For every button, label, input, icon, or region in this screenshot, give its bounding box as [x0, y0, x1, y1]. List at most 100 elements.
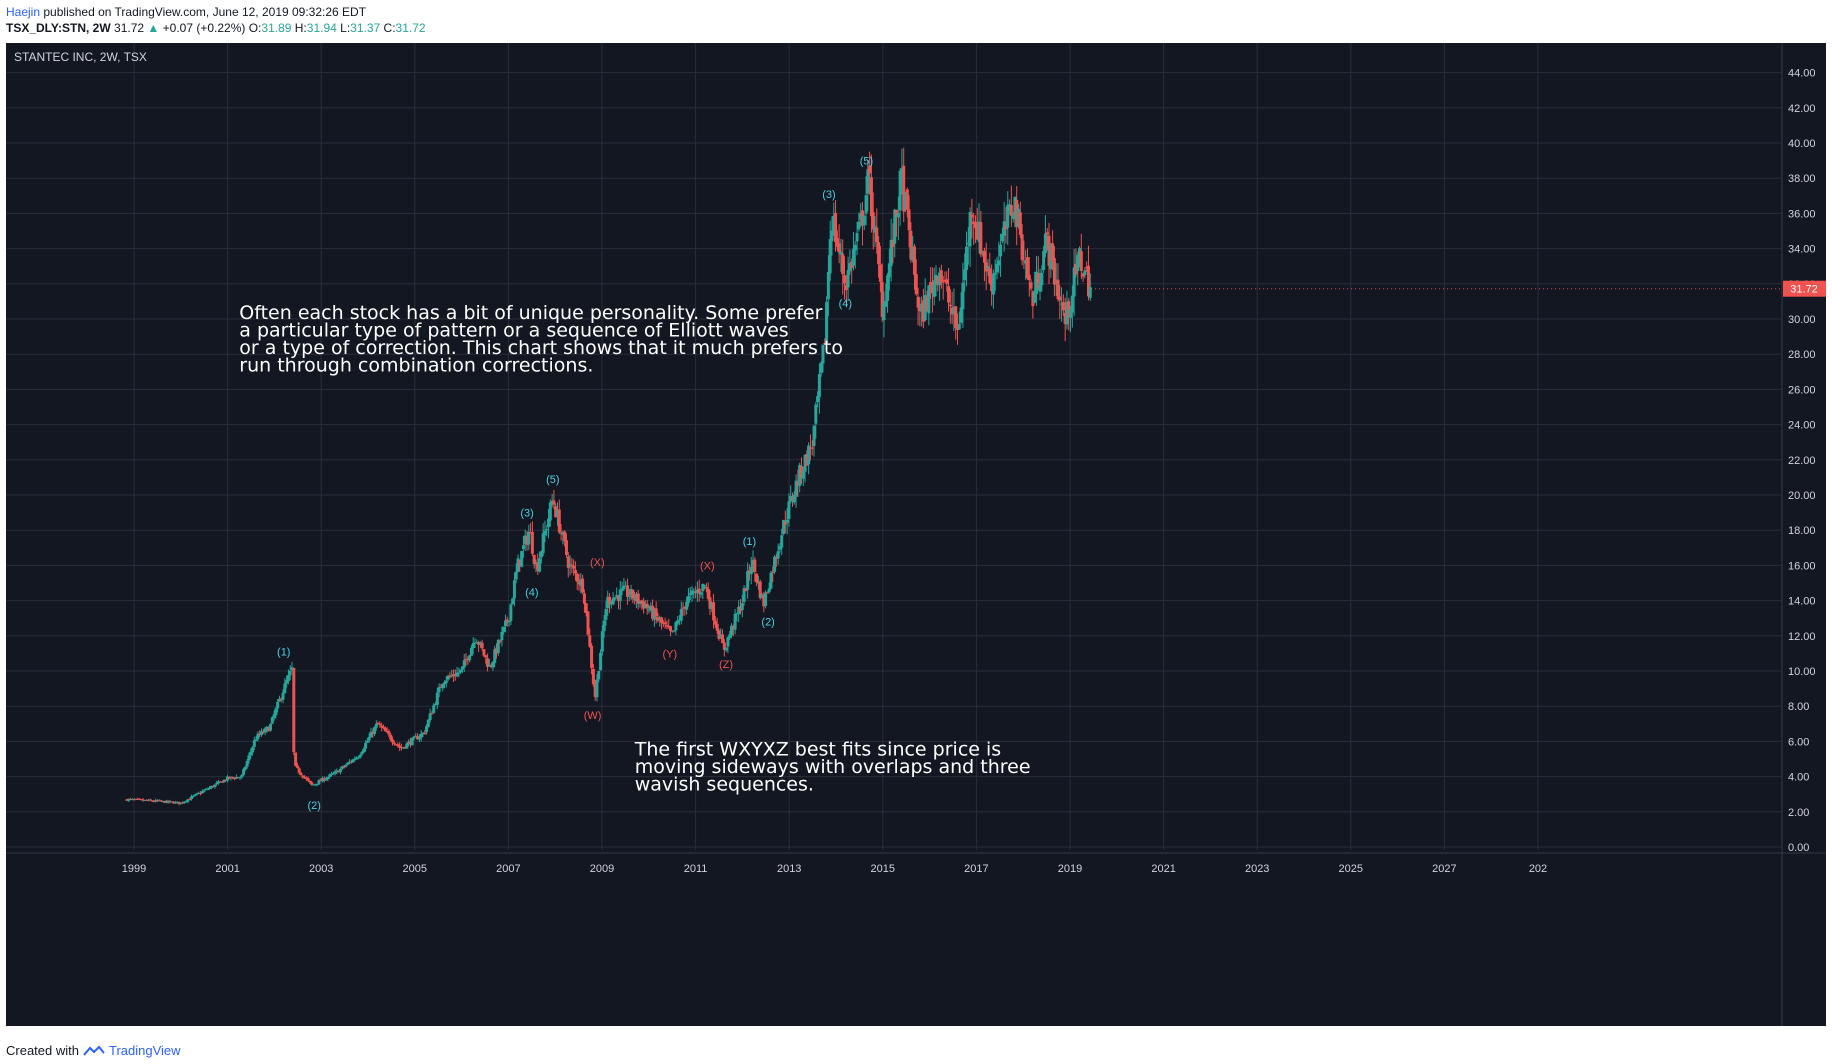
candle-body [954, 306, 958, 328]
candle-body [344, 765, 348, 767]
candle-body [191, 795, 195, 797]
candle-body [1056, 279, 1060, 300]
candle-body [351, 759, 355, 763]
candle-body [405, 743, 409, 749]
candle-body [835, 238, 839, 247]
candle-body [539, 551, 543, 558]
candle-body [425, 726, 429, 733]
candle-body [1043, 233, 1047, 254]
candle-body [457, 672, 461, 674]
candle-body [181, 802, 185, 804]
candle-body [853, 244, 857, 251]
wave-labels: (1) (2) (3) (4) (5) (X) (W) (Y) (X) (Z) (1) (2) (3) (… [277, 156, 873, 812]
candle-body [1070, 295, 1074, 313]
candle-body [251, 747, 255, 753]
candle-body [722, 642, 726, 650]
candle-body [633, 599, 637, 601]
candle-body [1079, 251, 1083, 271]
candle-body [923, 295, 927, 321]
candle-body [521, 545, 525, 550]
candle-body [1045, 232, 1049, 235]
candle-body [604, 609, 608, 620]
candle-body [408, 741, 412, 745]
candle-body [500, 631, 504, 641]
candle-body [541, 533, 545, 554]
candle-body [751, 560, 755, 569]
candle-body [880, 281, 884, 318]
candle-body [584, 603, 588, 614]
candle-body [290, 667, 294, 670]
candle-body [886, 275, 890, 302]
candle-body [283, 683, 287, 694]
candle-body [356, 757, 360, 759]
candle-body [697, 588, 701, 594]
candle-body [450, 675, 454, 677]
candle-body [202, 790, 206, 792]
candle-body [651, 605, 655, 619]
candle-body [780, 535, 784, 548]
time-axis[interactable]: 1999 2001 2003 2005 2007 2009 2011 2013 2015 2017… [6, 852, 1826, 875]
candle-body [238, 777, 242, 779]
wave-label: (Y) [663, 648, 678, 660]
author-link[interactable]: Haejin [6, 5, 41, 19]
candle-body [1078, 248, 1082, 256]
candle-body [286, 675, 290, 682]
candle-body [656, 617, 660, 621]
candle-body [606, 596, 610, 609]
candle-body [193, 794, 197, 796]
candle-body [986, 266, 990, 269]
candle-body [850, 261, 854, 268]
y-tick-label: 44.00 [1788, 68, 1816, 80]
x-tick-label: 2025 [1339, 863, 1363, 875]
candle-body [710, 602, 714, 610]
candle-body [276, 701, 280, 709]
candle-body [412, 736, 416, 739]
x-tick-label: 2013 [777, 863, 801, 875]
candle-body [823, 343, 827, 345]
candle-body [848, 263, 852, 272]
tradingview-link[interactable]: TradingView [108, 1043, 181, 1058]
candle-body [428, 713, 432, 720]
candle-body [326, 777, 330, 780]
candle-body [358, 754, 362, 758]
price-chart[interactable]: Often each stock has a bit of unique per… [0, 40, 1832, 1030]
candle-body [464, 659, 468, 661]
candle-body [1058, 296, 1062, 301]
candle-body [973, 221, 977, 229]
chart-note-line: run through combination corrections. [239, 355, 593, 377]
candle-body [997, 260, 1001, 266]
candle-body [825, 301, 829, 344]
candle-body [740, 603, 744, 610]
candle-body [966, 242, 970, 245]
candle-body [1054, 281, 1058, 283]
candle-body [611, 598, 615, 605]
candle-body [704, 586, 708, 589]
candle-body [306, 778, 310, 781]
candle-body [652, 609, 656, 620]
candle-body [556, 510, 560, 517]
candle-body [575, 573, 579, 582]
candle-body [914, 273, 918, 295]
candle-body [378, 724, 382, 726]
candle-body [184, 801, 188, 803]
candle-body [1085, 267, 1089, 269]
wave-label: (3) [822, 189, 835, 201]
candle-body [733, 613, 737, 630]
candle-body [572, 565, 576, 569]
candle-body [676, 620, 680, 624]
candle-body [909, 230, 913, 260]
candle-body [817, 374, 821, 398]
price-axis[interactable]: 0.00 2.00 4.00 6.00 8.00 10.00 12.00 14.00 16.00… [1091, 43, 1826, 1026]
candle-body [1063, 312, 1067, 325]
candle-body [514, 571, 518, 580]
candle-body [161, 800, 165, 802]
candle-body [679, 609, 683, 621]
candle-body [912, 246, 916, 275]
ohlc-line: TSX_DLY:STN, 2W 31.72 ▲ +0.07 (+0.22%) O… [6, 20, 426, 36]
candle-body [1008, 204, 1012, 209]
candle-body [708, 597, 712, 609]
candle-body [552, 500, 556, 505]
candle-body [975, 225, 979, 240]
candle-body [939, 270, 943, 283]
candle-body [821, 344, 825, 364]
